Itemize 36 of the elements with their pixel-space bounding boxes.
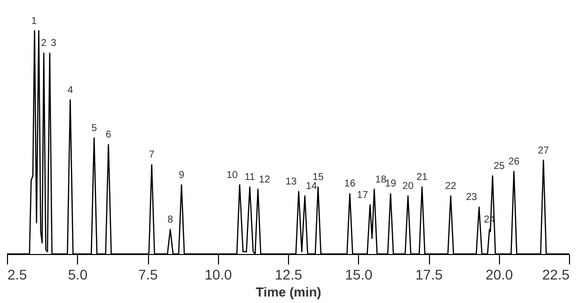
x-tick-label: 7.5	[138, 266, 158, 282]
annotation: 15	[312, 172, 324, 184]
x-tick-label: 17.5	[415, 266, 443, 282]
annotation: 27	[538, 145, 550, 156]
x-tick-label: 10.0	[204, 266, 232, 282]
annotation: 21	[416, 172, 428, 184]
x-tick-label: 12.5	[274, 266, 302, 282]
annotation: 12	[258, 174, 270, 186]
annotation: 2	[41, 38, 48, 50]
annotation: 19	[385, 178, 397, 190]
x-tick-label: 20.0	[486, 266, 514, 282]
annotation: 14	[306, 180, 318, 192]
annotation: 4	[67, 84, 74, 96]
annotation: 23	[466, 192, 478, 204]
annotation: 9	[178, 170, 185, 181]
annotation: 13	[286, 176, 298, 188]
annotation: 10	[226, 170, 238, 181]
x-axis-title: Time (min)	[256, 284, 322, 300]
annotation: 26	[508, 156, 520, 168]
x-tick-label: 5.0	[68, 266, 88, 282]
x-tick-label: 22.5	[542, 266, 570, 282]
x-tick-label: 2.5	[8, 266, 28, 282]
annotation: 8	[167, 214, 174, 226]
annotation: 18	[375, 174, 387, 186]
annotation: 1	[31, 16, 38, 27]
annotation: 20	[402, 180, 414, 192]
annotation: 6	[106, 130, 112, 141]
annotation: 17	[356, 190, 368, 201]
annotation: 11	[244, 172, 256, 184]
annotation: 3	[50, 38, 57, 50]
annotation: 5	[91, 122, 98, 134]
annotation: 22	[445, 180, 457, 192]
annotation: 7	[148, 150, 155, 161]
annotation: 16	[344, 178, 356, 190]
annotation: 25	[494, 160, 506, 172]
x-tick-label: 15.0	[345, 266, 373, 282]
